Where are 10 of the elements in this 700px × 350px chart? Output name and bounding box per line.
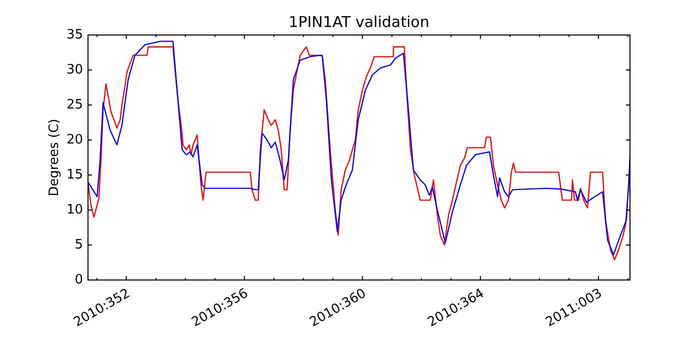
- y-tick-label: 5: [74, 238, 83, 253]
- y-axis-title: Degrees (C): [47, 118, 62, 196]
- y-tick-label: 10: [66, 202, 83, 218]
- y-tick-label: 0: [74, 272, 83, 288]
- chart-title: 1PIN1AT validation: [288, 13, 430, 31]
- y-tick-label: 15: [66, 168, 83, 183]
- y-tick-label: 25: [66, 98, 83, 113]
- y-tick-label: 30: [66, 62, 83, 78]
- y-tick-label: 35: [66, 28, 83, 43]
- y-tick-label: 20: [66, 132, 83, 148]
